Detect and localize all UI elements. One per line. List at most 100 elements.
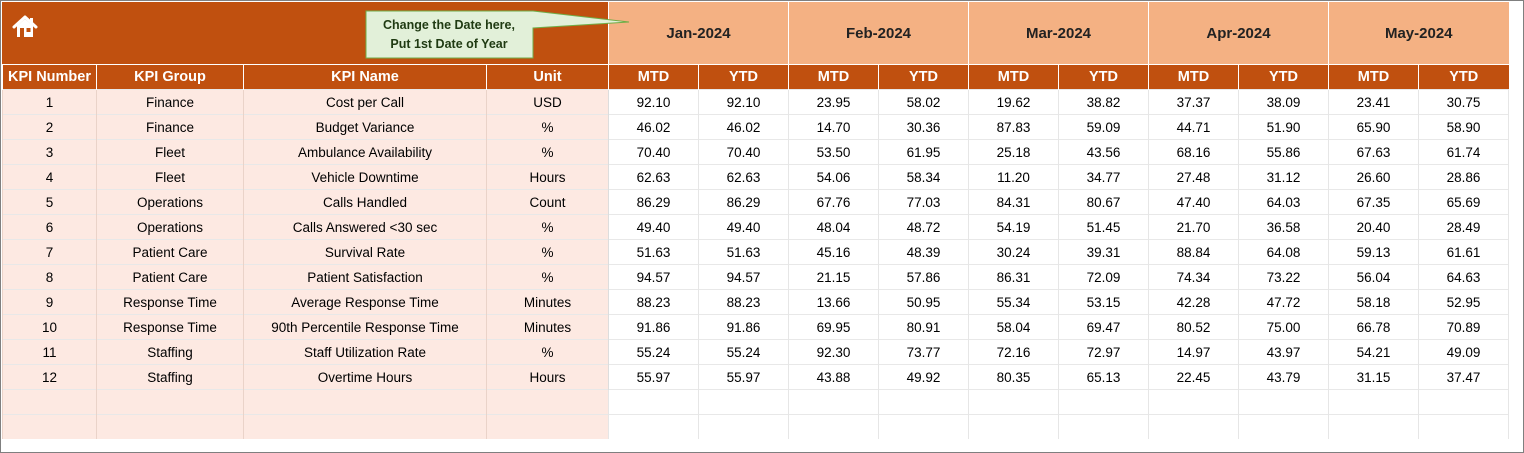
empty-cell[interactable] — [698, 414, 789, 439]
mtd-value-cell[interactable]: 54.21 — [1328, 339, 1419, 365]
kpi-name-cell[interactable]: Budget Variance — [243, 114, 487, 140]
kpi-group-cell[interactable]: Fleet — [96, 164, 244, 190]
mtd-value-cell[interactable]: 72.16 — [968, 339, 1059, 365]
ytd-value-cell[interactable]: 46.02 — [698, 114, 789, 140]
empty-cell[interactable] — [1148, 389, 1239, 415]
mtd-value-cell[interactable]: 23.41 — [1328, 89, 1419, 115]
kpi-name-cell[interactable]: Calls Handled — [243, 189, 487, 215]
empty-cell[interactable] — [608, 414, 699, 439]
mtd-value-cell[interactable]: 30.24 — [968, 239, 1059, 265]
ytd-value-cell[interactable]: 69.47 — [1058, 314, 1149, 340]
kpi-number-cell[interactable]: 11 — [2, 339, 97, 365]
kpi-group-cell[interactable]: Staffing — [96, 364, 244, 390]
unit-cell[interactable]: Minutes — [486, 289, 609, 315]
ytd-value-cell[interactable]: 61.74 — [1418, 139, 1509, 165]
mtd-value-cell[interactable]: 21.15 — [788, 264, 879, 290]
kpi-group-cell[interactable]: Finance — [96, 89, 244, 115]
empty-cell[interactable] — [486, 414, 609, 439]
mtd-value-cell[interactable]: 86.31 — [968, 264, 1059, 290]
ytd-value-cell[interactable]: 72.97 — [1058, 339, 1149, 365]
mtd-value-cell[interactable]: 31.15 — [1328, 364, 1419, 390]
ytd-value-cell[interactable]: 48.39 — [878, 239, 969, 265]
mtd-value-cell[interactable]: 14.70 — [788, 114, 879, 140]
ytd-value-cell[interactable]: 53.15 — [1058, 289, 1149, 315]
kpi-group-cell[interactable]: Operations — [96, 189, 244, 215]
ytd-value-cell[interactable]: 65.13 — [1058, 364, 1149, 390]
kpi-number-cell[interactable]: 1 — [2, 89, 97, 115]
empty-cell[interactable] — [1238, 389, 1329, 415]
kpi-name-cell[interactable]: Patient Satisfaction — [243, 264, 487, 290]
mtd-value-cell[interactable]: 65.90 — [1328, 114, 1419, 140]
kpi-number-cell[interactable]: 10 — [2, 314, 97, 340]
ytd-value-cell[interactable]: 55.86 — [1238, 139, 1329, 165]
kpi-group-cell[interactable]: Operations — [96, 214, 244, 240]
mtd-value-cell[interactable]: 11.20 — [968, 164, 1059, 190]
mtd-value-cell[interactable]: 68.16 — [1148, 139, 1239, 165]
ytd-value-cell[interactable]: 49.92 — [878, 364, 969, 390]
unit-cell[interactable]: % — [486, 339, 609, 365]
kpi-number-cell[interactable]: 3 — [2, 139, 97, 165]
mtd-value-cell[interactable]: 86.29 — [608, 189, 699, 215]
mtd-value-cell[interactable]: 58.18 — [1328, 289, 1419, 315]
mtd-value-cell[interactable]: 53.50 — [788, 139, 879, 165]
ytd-value-cell[interactable]: 75.00 — [1238, 314, 1329, 340]
ytd-value-cell[interactable]: 88.23 — [698, 289, 789, 315]
ytd-value-cell[interactable]: 86.29 — [698, 189, 789, 215]
kpi-group-cell[interactable]: Patient Care — [96, 239, 244, 265]
mtd-value-cell[interactable]: 66.78 — [1328, 314, 1419, 340]
ytd-value-cell[interactable]: 38.82 — [1058, 89, 1149, 115]
ytd-value-cell[interactable]: 59.09 — [1058, 114, 1149, 140]
empty-cell[interactable] — [698, 389, 789, 415]
mtd-value-cell[interactable]: 20.40 — [1328, 214, 1419, 240]
kpi-name-cell[interactable]: Calls Answered <30 sec — [243, 214, 487, 240]
mtd-value-cell[interactable]: 47.40 — [1148, 189, 1239, 215]
empty-cell[interactable] — [2, 414, 97, 439]
empty-cell[interactable] — [608, 389, 699, 415]
empty-cell[interactable] — [788, 414, 879, 439]
mtd-value-cell[interactable]: 55.97 — [608, 364, 699, 390]
kpi-number-cell[interactable]: 6 — [2, 214, 97, 240]
unit-cell[interactable]: % — [486, 139, 609, 165]
kpi-name-cell[interactable]: Survival Rate — [243, 239, 487, 265]
mtd-value-cell[interactable]: 88.23 — [608, 289, 699, 315]
ytd-value-cell[interactable]: 64.63 — [1418, 264, 1509, 290]
ytd-value-cell[interactable]: 61.61 — [1418, 239, 1509, 265]
ytd-value-cell[interactable]: 58.90 — [1418, 114, 1509, 140]
ytd-value-cell[interactable]: 73.22 — [1238, 264, 1329, 290]
kpi-name-cell[interactable]: Overtime Hours — [243, 364, 487, 390]
unit-cell[interactable]: Hours — [486, 164, 609, 190]
ytd-value-cell[interactable]: 62.63 — [698, 164, 789, 190]
ytd-value-cell[interactable]: 43.56 — [1058, 139, 1149, 165]
kpi-number-cell[interactable]: 7 — [2, 239, 97, 265]
mtd-value-cell[interactable]: 22.45 — [1148, 364, 1239, 390]
ytd-value-cell[interactable]: 65.69 — [1418, 189, 1509, 215]
empty-cell[interactable] — [878, 389, 969, 415]
kpi-name-cell[interactable]: Average Response Time — [243, 289, 487, 315]
kpi-group-cell[interactable]: Response Time — [96, 289, 244, 315]
mtd-value-cell[interactable]: 62.63 — [608, 164, 699, 190]
empty-cell[interactable] — [96, 414, 244, 439]
mtd-value-cell[interactable]: 58.04 — [968, 314, 1059, 340]
mtd-value-cell[interactable]: 84.31 — [968, 189, 1059, 215]
kpi-number-cell[interactable]: 2 — [2, 114, 97, 140]
kpi-group-cell[interactable]: Finance — [96, 114, 244, 140]
kpi-name-cell[interactable]: Cost per Call — [243, 89, 487, 115]
ytd-value-cell[interactable]: 43.97 — [1238, 339, 1329, 365]
empty-cell[interactable] — [1058, 389, 1149, 415]
mtd-value-cell[interactable]: 37.37 — [1148, 89, 1239, 115]
ytd-value-cell[interactable]: 70.40 — [698, 139, 789, 165]
empty-cell[interactable] — [1418, 414, 1509, 439]
ytd-value-cell[interactable]: 47.72 — [1238, 289, 1329, 315]
ytd-value-cell[interactable]: 64.08 — [1238, 239, 1329, 265]
mtd-value-cell[interactable]: 56.04 — [1328, 264, 1419, 290]
kpi-number-cell[interactable]: 4 — [2, 164, 97, 190]
unit-cell[interactable]: Count — [486, 189, 609, 215]
ytd-value-cell[interactable]: 30.75 — [1418, 89, 1509, 115]
ytd-value-cell[interactable]: 94.57 — [698, 264, 789, 290]
mtd-value-cell[interactable]: 26.60 — [1328, 164, 1419, 190]
mtd-value-cell[interactable]: 42.28 — [1148, 289, 1239, 315]
mtd-value-cell[interactable]: 23.95 — [788, 89, 879, 115]
ytd-value-cell[interactable]: 28.49 — [1418, 214, 1509, 240]
mtd-value-cell[interactable]: 14.97 — [1148, 339, 1239, 365]
home-icon[interactable] — [11, 13, 39, 41]
